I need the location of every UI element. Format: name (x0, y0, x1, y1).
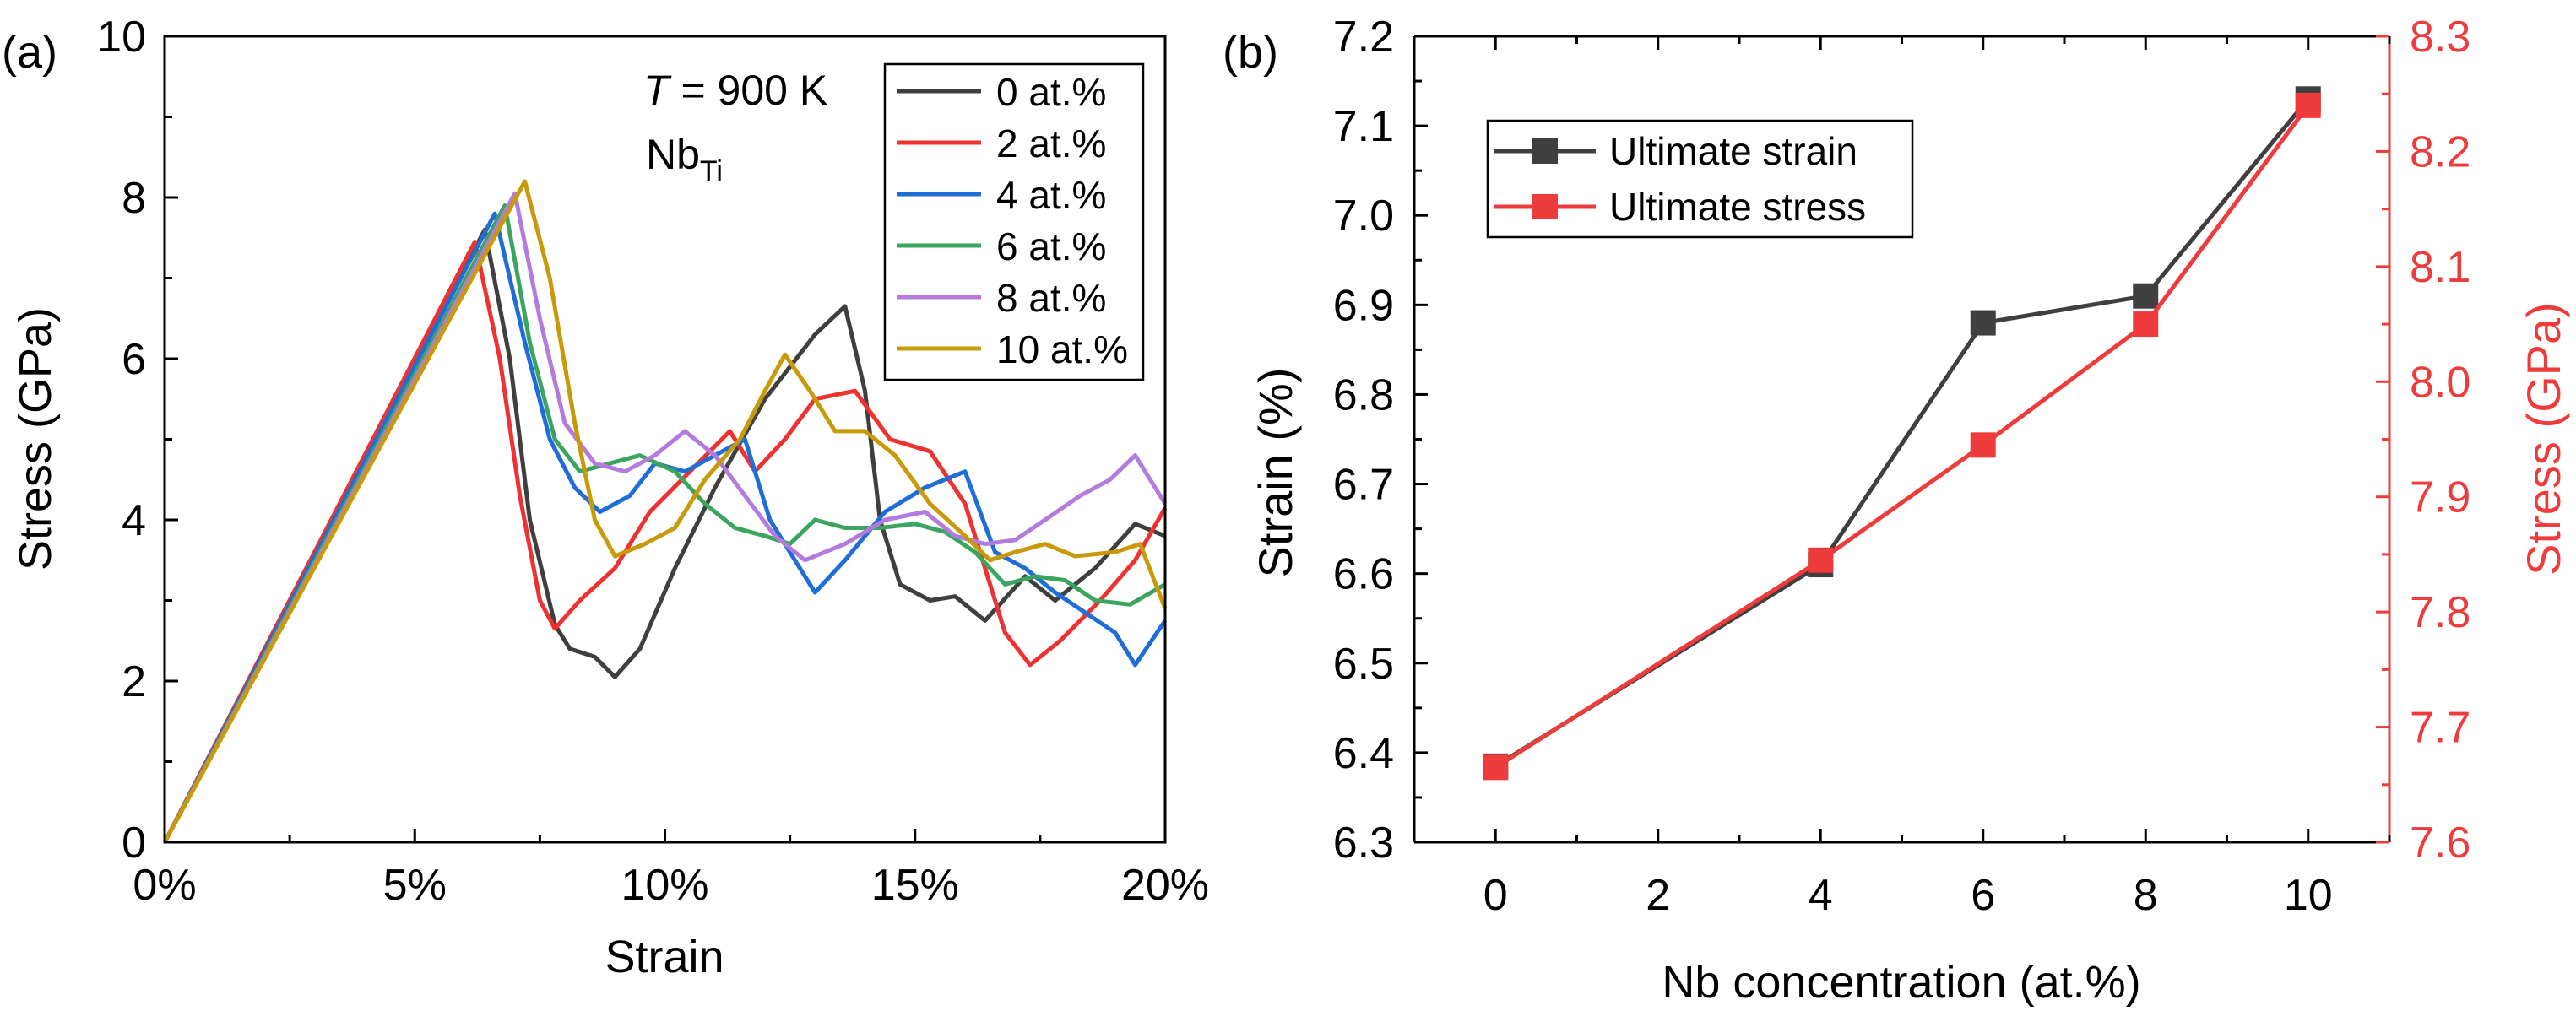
x-tick-label: 0% (133, 861, 196, 910)
dopant-site: Ti (700, 155, 723, 187)
y-tick-label: 8 (122, 174, 146, 223)
series-line-8-at (162, 191, 1168, 844)
legend-label-0-at: 0 at.% (996, 70, 1106, 114)
marker-ultimate-stress (2133, 311, 2159, 338)
series-line-2-at (162, 240, 1168, 844)
y2-tick-label: 8.1 (2410, 243, 2470, 292)
y2-tick-label: 8.2 (2410, 127, 2470, 176)
temperature-annotation: T = 900 K (643, 67, 827, 114)
y-tick-label: 6.5 (1333, 640, 1394, 689)
dopant-annotation: NbTi (646, 131, 723, 187)
legend-swatch-marker-ultimate-stress (1532, 194, 1558, 219)
legend-swatch-marker-ultimate-strain (1532, 138, 1558, 164)
panel-b-ultimate-values: (b) 0 2 4 6 8 10 6.3 6.4 6.5 6.6 6.7 6.8 6.9 7.0 7.1 7… (1223, 13, 2570, 1008)
marker-ultimate-stress (1483, 754, 1509, 781)
y2-tick-label: 8.3 (2410, 13, 2470, 62)
y2-tick-label: 7.7 (2410, 704, 2470, 753)
dopant-element: Nb (646, 131, 700, 178)
y-tick-label: 6.8 (1333, 370, 1394, 419)
panel-b-label: (b) (1223, 27, 1278, 78)
series-line-6-at (162, 203, 1167, 844)
panel-b-x-ticks: 0 2 4 6 8 10 (1413, 36, 2391, 920)
y-tick-label: 6.9 (1333, 281, 1394, 330)
x-tick-label: 10% (621, 861, 708, 910)
x-tick-label: 4 (1809, 871, 1833, 920)
panel-b-y2-axis-title: Stress (GPa) (2517, 302, 2570, 576)
panel-a-legend: 0 at.% 2 at.% 4 at.% 6 at.% 8 at.% 10 at.% (883, 62, 1145, 381)
y-tick-label: 10 (97, 13, 146, 62)
panel-b-legend-box (1486, 119, 1914, 239)
temperature-value: = 900 K (670, 67, 828, 114)
x-tick-label: 0 (1483, 871, 1508, 920)
panel-b-x-axis-title: Nb concentration (at.%) (1662, 957, 2140, 1008)
panel-b-series-group (1483, 86, 2321, 781)
y2-tick-label: 8.0 (2410, 358, 2470, 407)
panel-a-y-axis-title: Stress (GPa) (10, 307, 61, 570)
panel-b-legend: Ultimate strain Ultimate stress (1486, 119, 1914, 239)
y2-tick-label: 7.6 (2410, 819, 2470, 868)
legend-label-2-at: 2 at.% (996, 122, 1106, 165)
panel-a-label: (a) (2, 27, 57, 78)
y-tick-label: 6.7 (1333, 461, 1394, 510)
series-line-10-at (162, 179, 1168, 844)
y-tick-label: 7.0 (1333, 192, 1394, 241)
legend-label-ultimate-stress: Ultimate stress (1609, 185, 1866, 229)
y-tick-label: 6.4 (1333, 729, 1394, 778)
panel-a-y-ticks: 0 2 4 6 8 10 (97, 13, 178, 868)
legend-label-8-at: 8 at.% (996, 276, 1106, 320)
panel-b-y-ticks: 6.3 6.4 6.5 6.6 6.7 6.8 6.9 7.0 7.1 7.2 (1333, 13, 1428, 868)
x-tick-label: 15% (871, 861, 959, 910)
series-line-4-at (162, 211, 1168, 844)
marker-ultimate-strain (1970, 310, 1996, 336)
x-tick-label: 10 (2284, 871, 2333, 920)
panel-b-y2-ticks: 7.6 7.7 7.8 7.9 8.0 8.1 8.2 8.3 (2376, 13, 2470, 868)
y-tick-label: 6 (122, 335, 146, 384)
y-tick-label: 6.6 (1333, 550, 1394, 599)
temperature-symbol: T (643, 67, 672, 114)
marker-ultimate-stress (1970, 432, 1996, 458)
x-tick-label: 20% (1121, 861, 1209, 910)
panel-a-legend-box (883, 62, 1145, 381)
y2-tick-label: 7.8 (2410, 588, 2470, 637)
panel-a-x-axis-title: Strain (605, 932, 724, 982)
panel-b-y-axis-title: Strain (%) (1249, 368, 1302, 578)
marker-ultimate-strain (2133, 283, 2159, 309)
panel-a-stress-strain: (a) 0% 5% 10% 15% 20% 0 2 4 6 8 10 Strain Stress … (2, 13, 1209, 982)
y-tick-label: 0 (122, 819, 146, 868)
y-tick-label: 6.3 (1333, 819, 1394, 868)
marker-ultimate-stress (1808, 547, 1834, 573)
legend-label-6-at: 6 at.% (996, 224, 1106, 268)
marker-ultimate-stress (2295, 92, 2321, 118)
legend-label-ultimate-strain: Ultimate strain (1609, 129, 1857, 173)
x-tick-label: 2 (1646, 871, 1670, 920)
legend-label-4-at: 4 at.% (996, 173, 1106, 217)
x-tick-label: 8 (2134, 871, 2158, 920)
y-tick-label: 4 (122, 496, 146, 545)
y2-tick-label: 7.9 (2410, 473, 2470, 522)
y-tick-label: 7.1 (1333, 102, 1394, 151)
y-tick-label: 2 (122, 657, 146, 706)
legend-label-10-at: 10 at.% (996, 327, 1128, 371)
panel-a-series-group (162, 179, 1168, 844)
x-tick-label: 5% (383, 861, 447, 910)
y-tick-label: 7.2 (1333, 13, 1394, 62)
panel-a-x-ticks: 0% 5% 10% 15% 20% (133, 829, 1209, 910)
x-tick-label: 6 (1971, 871, 1995, 920)
